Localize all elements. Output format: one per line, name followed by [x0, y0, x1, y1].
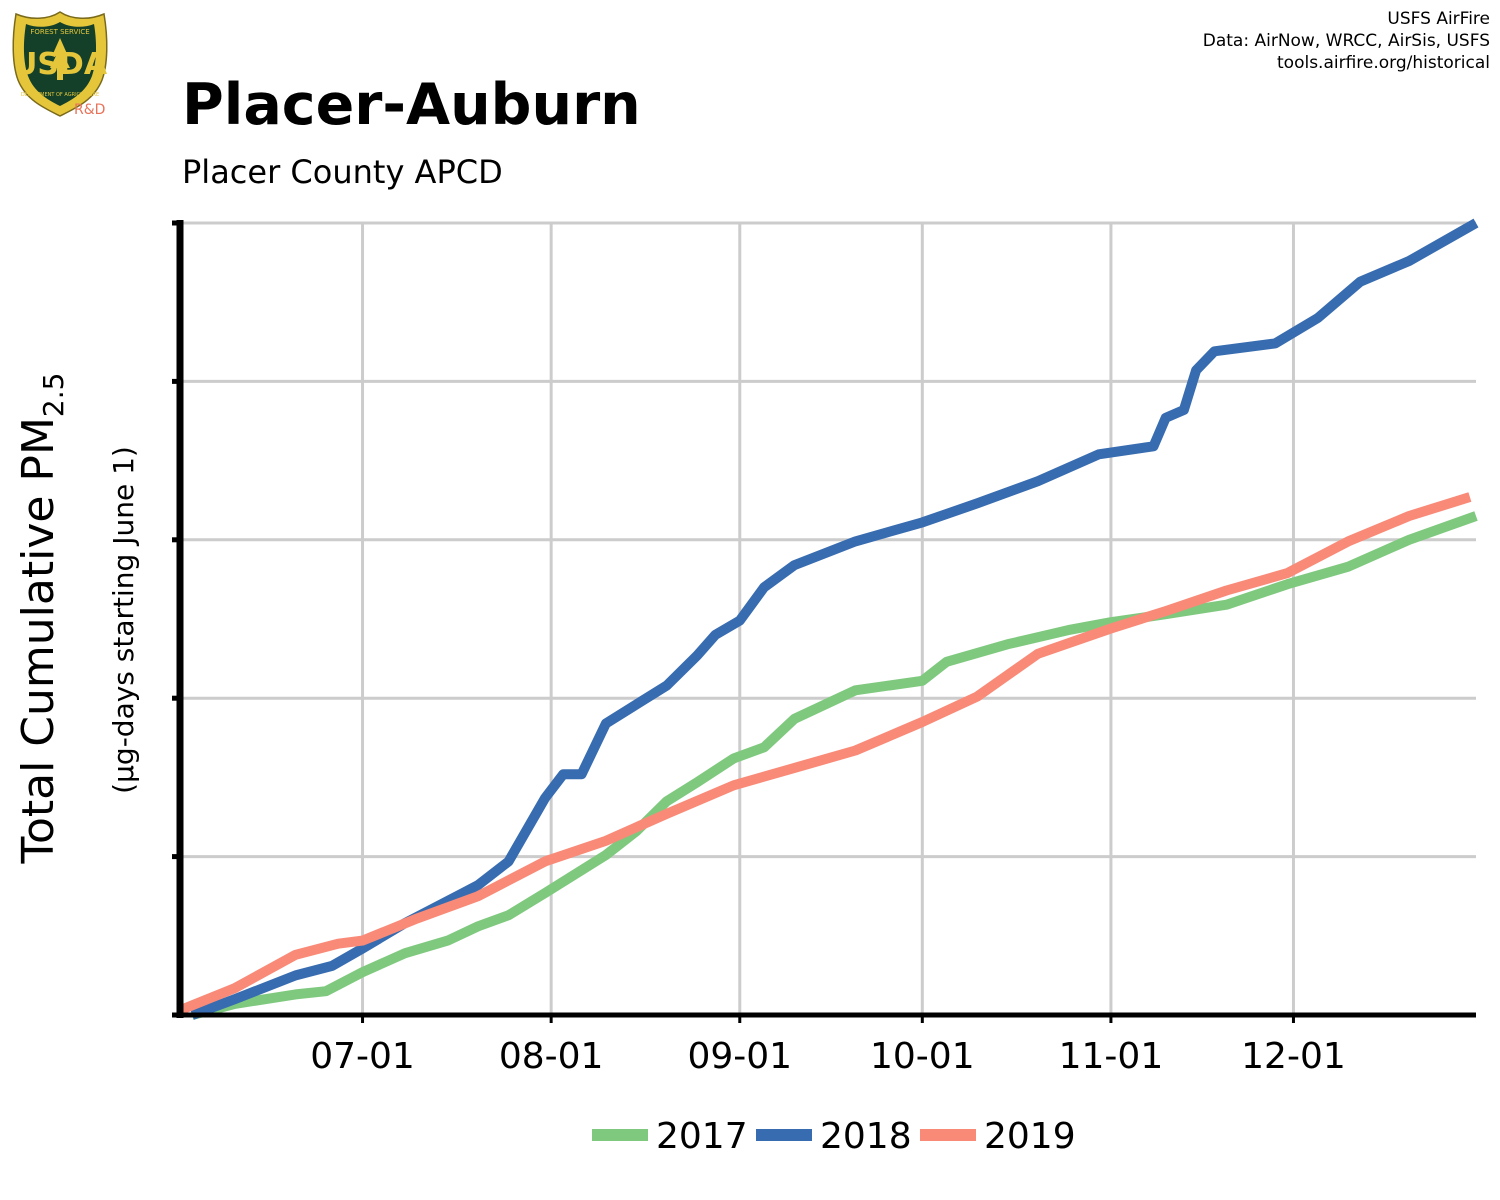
x-tick-label: 11-01 [1059, 1036, 1164, 1077]
axes [172, 220, 1476, 1023]
chart-subtitle: Placer County APCD [182, 153, 503, 191]
x-tick-label: 09-01 [687, 1036, 792, 1077]
x-tick-label: 07-01 [310, 1036, 415, 1077]
logo-ring-bottom: DEPARTMENT OF AGRICULTURE [21, 92, 99, 98]
series-lines [178, 218, 1479, 1020]
legend-label-2018: 2018 [820, 1116, 912, 1157]
x-tick-label: 08-01 [499, 1036, 604, 1077]
credit-line: Data: AirNow, WRCC, AirSis, USFS [1202, 31, 1490, 51]
credit-line: USFS AirFire [1387, 9, 1490, 29]
x-tick-labels: 07-01 08-01 09-01 10-01 11-01 12-01 [310, 1036, 1346, 1077]
credit-line: tools.airfire.org/historical [1277, 53, 1490, 73]
y-axis-subtitle: (µg-days starting June 1) [107, 446, 140, 794]
legend-label-2017: 2017 [656, 1116, 748, 1157]
y-axis-label: Total Cumulative PM2.5 (µg-days starting … [13, 373, 140, 865]
logo-ring-top: FOREST SERVICE [30, 28, 89, 36]
logo-rd-label: R&D [74, 102, 105, 118]
chart-title: Placer-Auburn [182, 72, 641, 138]
x-tick-label: 12-01 [1241, 1036, 1346, 1077]
usfs-shield-logo: USDA FOREST SERVICE DEPARTMENT OF AGRICU… [12, 11, 108, 118]
x-tick-label: 10-01 [870, 1036, 975, 1077]
y-axis-title: Total Cumulative PM2.5 [13, 373, 70, 865]
tree-icon [50, 38, 70, 80]
series-line-2018 [190, 218, 1479, 1020]
legend-label-2019: 2019 [984, 1116, 1076, 1157]
credits: USFS AirFire Data: AirNow, WRCC, AirSis,… [1203, 8, 1490, 74]
series-line-2019 [178, 492, 1472, 1015]
legend: 2017 2018 2019 [592, 1116, 1076, 1157]
